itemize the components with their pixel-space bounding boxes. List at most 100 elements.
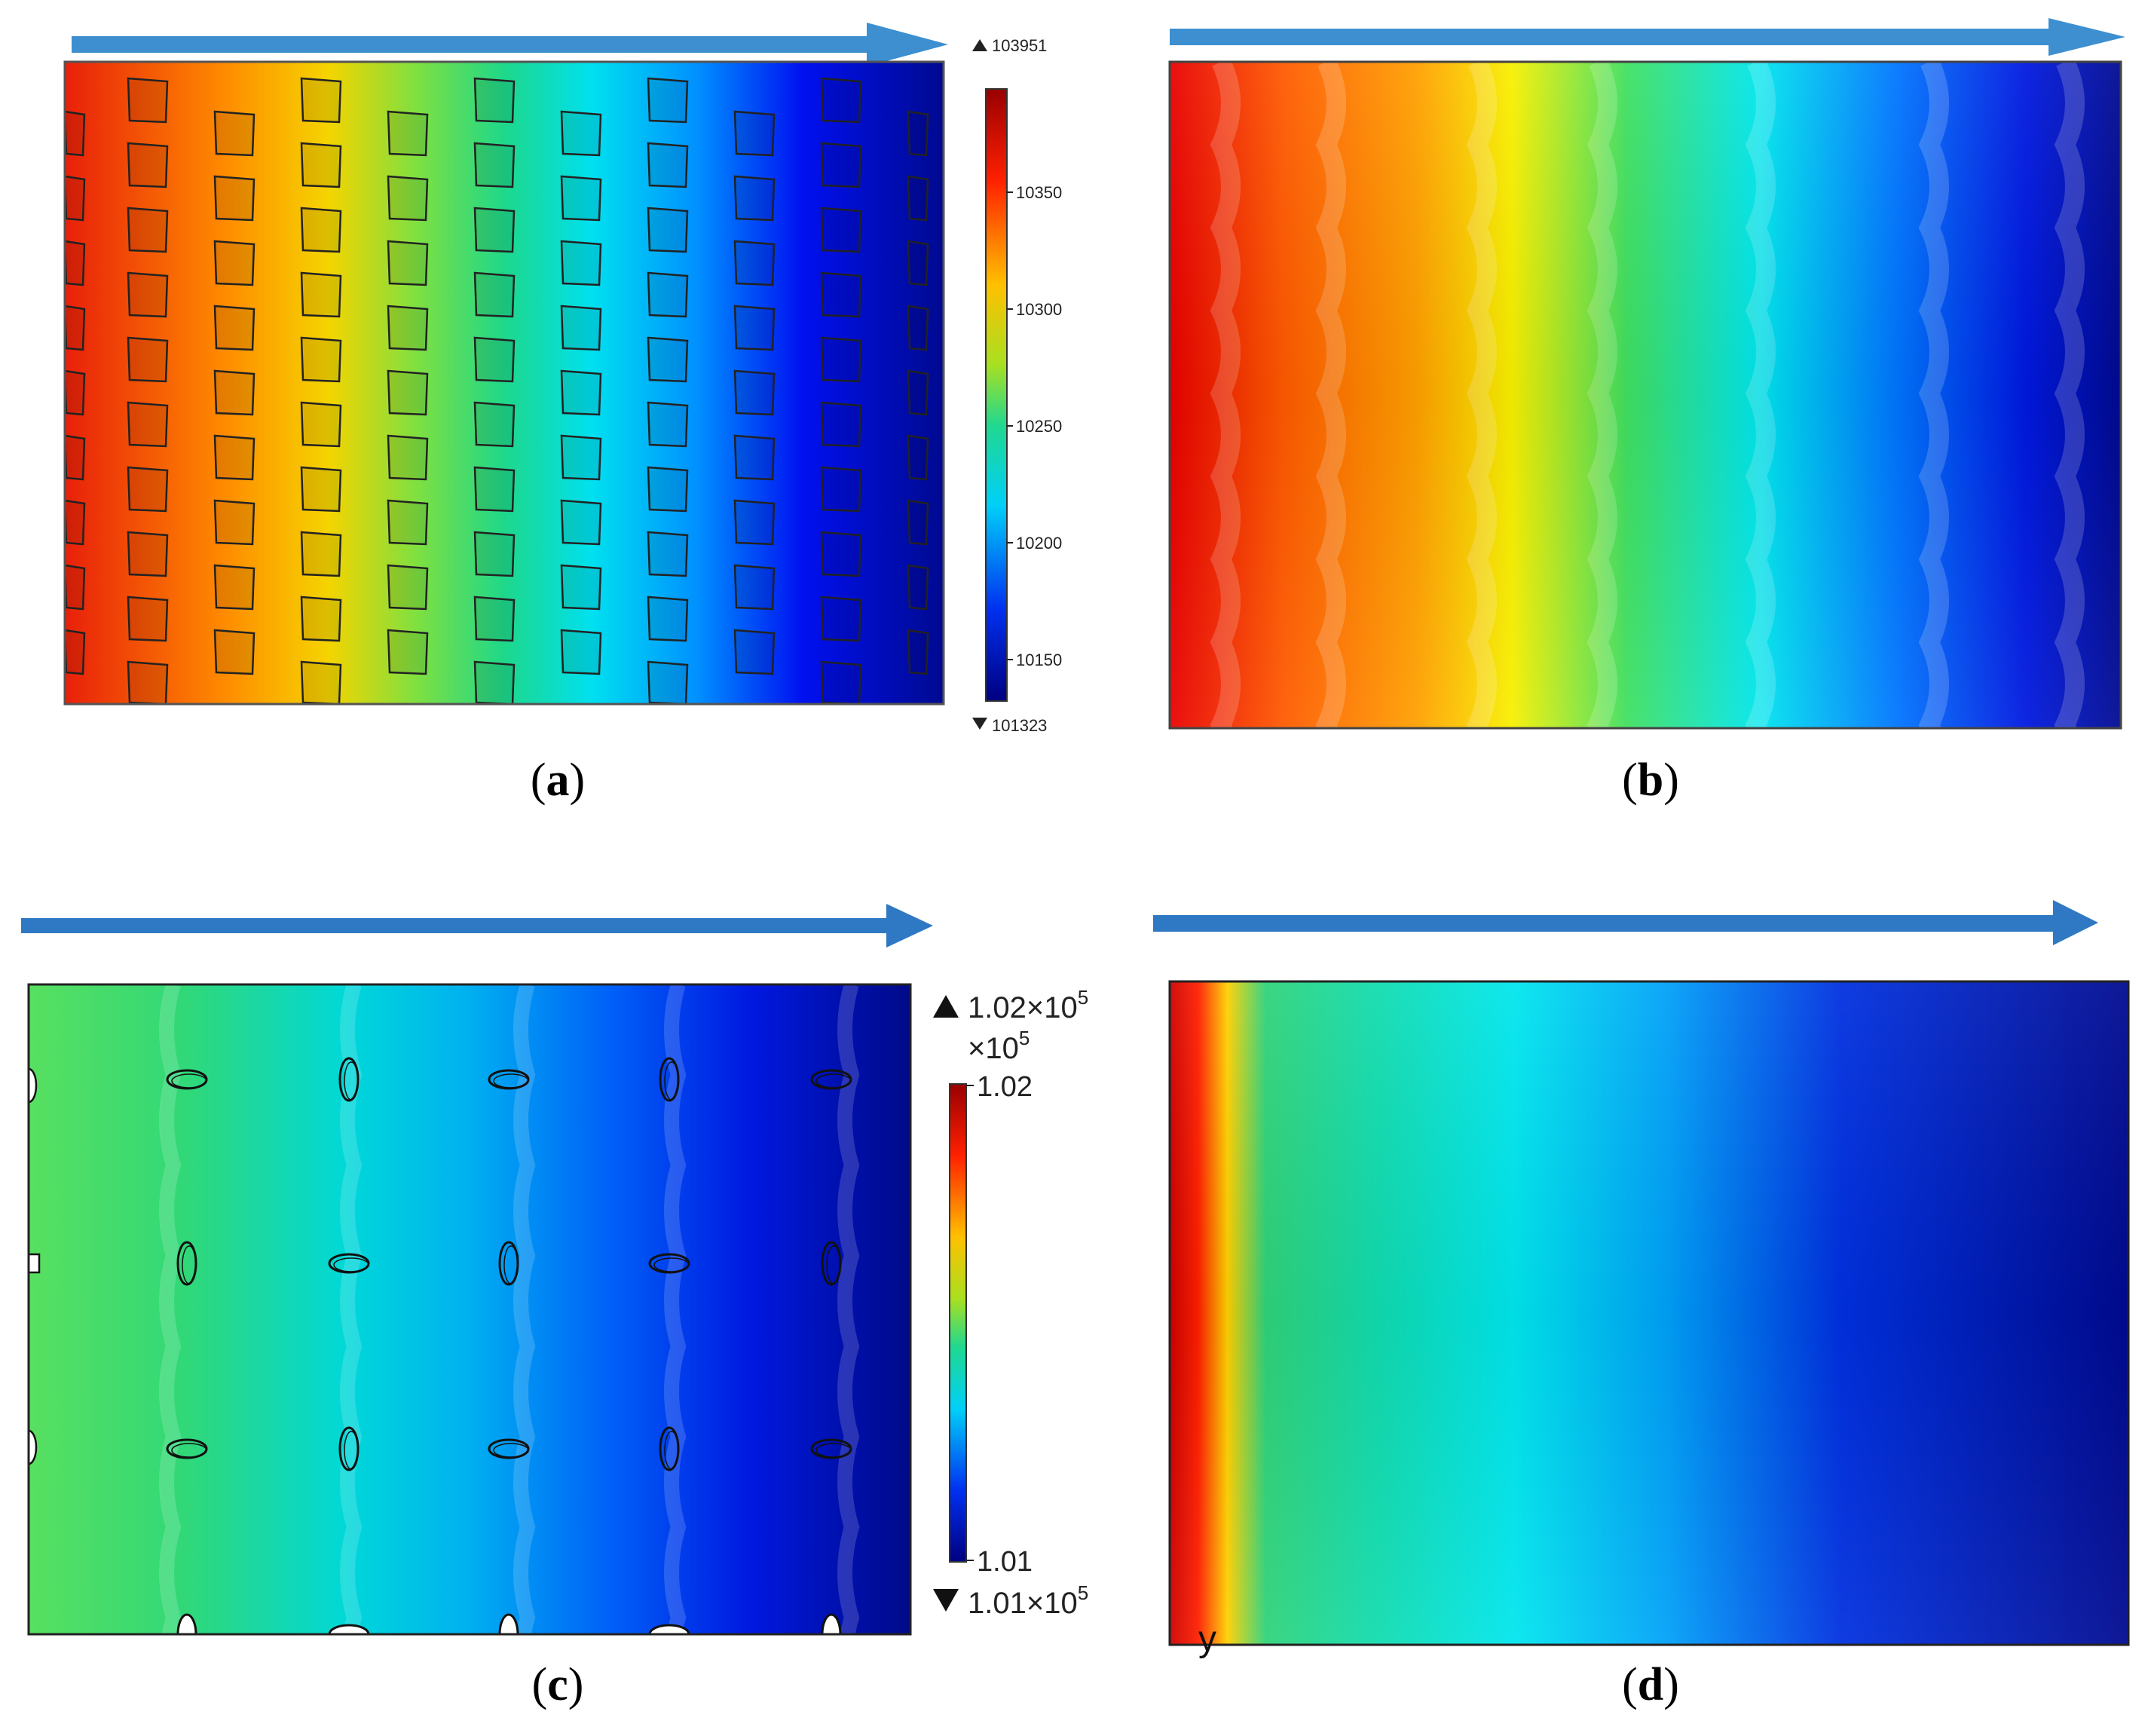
obstacle-half-oval	[648, 1624, 690, 1635]
pressure-field-a	[65, 62, 944, 704]
obstacle-block	[560, 629, 602, 675]
obstacle-block	[127, 336, 169, 383]
obstacle-block	[647, 271, 689, 318]
obstacle-block	[907, 629, 929, 675]
obstacle-block	[300, 142, 342, 188]
obstacle-block	[387, 564, 429, 611]
obstacle-block	[300, 271, 342, 318]
obstacle-block	[300, 336, 342, 383]
obstacle-block	[213, 175, 255, 222]
obstacle-block	[473, 660, 516, 706]
obstacle-block	[127, 466, 169, 513]
obstacle-oval-inner	[664, 1061, 679, 1101]
obstacle-block	[733, 434, 776, 481]
obstacle-block	[127, 401, 169, 448]
caption-d: (d)	[1622, 1659, 1679, 1710]
obstacle-block	[213, 499, 255, 546]
obstacle-block	[63, 305, 86, 351]
obstacle-half-oval	[176, 1613, 197, 1635]
obstacle-block	[560, 175, 602, 222]
obstacle-block	[560, 499, 602, 546]
obstacle-block	[300, 466, 342, 513]
obstacle-block	[907, 499, 929, 546]
obstacle-block	[213, 240, 255, 286]
obstacle-oval-inner	[664, 1431, 679, 1470]
obstacle-array-c	[27, 1057, 852, 1635]
obstacle-notch	[27, 1253, 41, 1274]
axis-glyph-y: y	[1198, 1619, 1216, 1659]
obstacle-array-a	[63, 77, 929, 706]
obstacle-block	[820, 77, 862, 124]
obstacle-block	[907, 434, 929, 481]
obstacle-half-oval	[821, 1613, 842, 1635]
obstacle-oval-inner	[503, 1245, 519, 1284]
obstacle-block	[820, 271, 862, 318]
obstacle-block	[300, 660, 342, 706]
obstacle-block	[387, 499, 429, 546]
obstacle-block	[300, 77, 342, 124]
obstacle-block	[820, 142, 862, 188]
panel-a: 103951 101323 10350 10300 10250 10200 10150	[63, 23, 1062, 735]
obstacle-block	[300, 531, 342, 577]
obstacle-block	[300, 207, 342, 253]
obstacle-block	[473, 207, 516, 253]
obstacle-notch	[28, 1429, 38, 1465]
obstacle-oval-inner	[815, 1073, 852, 1088]
obstacle-block	[127, 271, 169, 318]
obstacle-block	[820, 596, 862, 642]
obstacle-block	[733, 175, 776, 222]
wave-front	[837, 982, 860, 1710]
obstacle-block	[127, 207, 169, 253]
colorbar-tick-label: 10350	[1016, 183, 1062, 202]
obstacle-block	[907, 175, 929, 222]
caption-c: (c)	[531, 1659, 584, 1710]
obstacle-block	[63, 110, 86, 157]
obstacle-block	[820, 660, 862, 706]
obstacle-block	[733, 564, 776, 611]
colorbar-a-min-label: 101323	[992, 716, 1047, 735]
obstacle-block	[213, 369, 255, 416]
obstacle-notch	[28, 1067, 38, 1104]
obstacle-block	[647, 466, 689, 513]
obstacle-block	[213, 434, 255, 481]
colorbar-c-max-label: 1.02×105	[968, 986, 1088, 1024]
obstacle-block	[387, 175, 429, 222]
max-marker-icon	[933, 995, 959, 1018]
obstacle-block	[820, 401, 862, 448]
obstacle-block	[907, 564, 929, 611]
obstacle-block	[127, 660, 169, 706]
obstacle-block	[213, 564, 255, 611]
obstacle-block	[213, 629, 255, 675]
wave-fronts-c	[159, 982, 860, 1710]
obstacle-block	[647, 531, 689, 577]
obstacle-block	[647, 336, 689, 383]
obstacle-block	[213, 305, 255, 351]
colorbar-a: 103951 101323 10350 10300 10250 10200 10150	[972, 36, 1062, 735]
obstacle-block	[473, 271, 516, 318]
obstacle-block	[473, 466, 516, 513]
obstacle-block	[127, 596, 169, 642]
panel-b	[1168, 18, 2125, 813]
obstacle-block	[647, 207, 689, 253]
obstacle-block	[907, 240, 929, 286]
obstacle-block	[473, 531, 516, 577]
obstacle-block	[300, 596, 342, 642]
obstacle-block	[820, 207, 862, 253]
flow-direction-arrow-b	[1170, 18, 2125, 56]
obstacle-block	[560, 564, 602, 611]
obstacle-block	[473, 336, 516, 383]
min-marker-icon	[933, 1589, 959, 1612]
colorbar-tick-label: 10300	[1016, 300, 1062, 319]
wave-front	[664, 982, 687, 1710]
wave-front	[340, 982, 363, 1710]
colorbar-c-min-label: 1.01×105	[968, 1581, 1088, 1620]
obstacle-block	[647, 596, 689, 642]
obstacle-oval-inner	[815, 1443, 852, 1458]
obstacle-block	[560, 240, 602, 286]
obstacle-block	[63, 434, 86, 481]
obstacle-oval-inner	[344, 1431, 359, 1470]
colorbar-c-bottom-tick: 1.01	[977, 1546, 1033, 1578]
obstacle-oval-inner	[653, 1257, 690, 1272]
obstacle-block	[387, 369, 429, 416]
